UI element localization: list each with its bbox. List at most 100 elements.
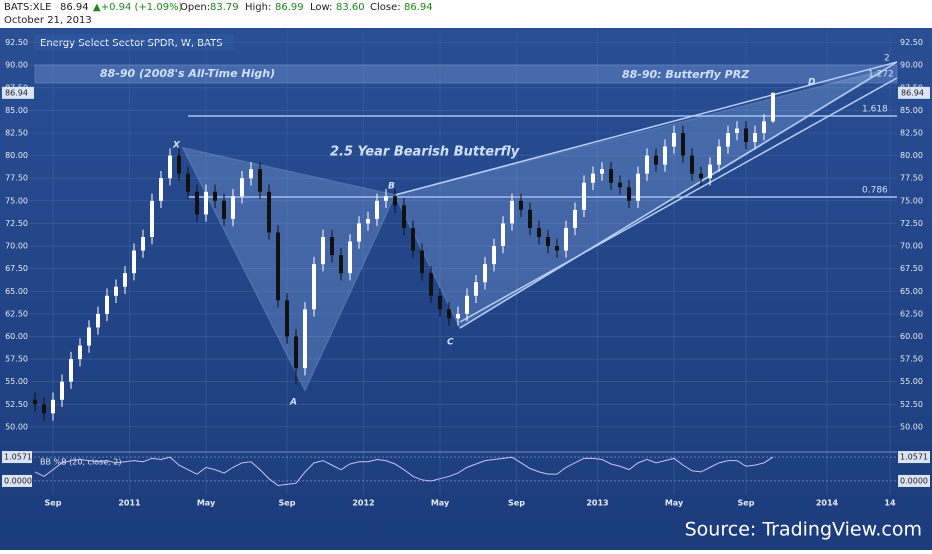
candle-body (573, 209, 577, 228)
source: Source: TradingView.com (685, 519, 922, 541)
candle-body (393, 196, 397, 206)
x-tick-label: Sep (738, 499, 755, 508)
y-tick-label: 67.50 (900, 264, 923, 273)
candles (33, 92, 775, 421)
low: 83.60 (336, 2, 365, 13)
y-tick-label: 55.00 (5, 377, 28, 386)
y-tick-label: 70.00 (5, 242, 28, 251)
pattern-title: 2.5 Year Bearish Butterfly (330, 145, 520, 160)
candle-body (636, 173, 640, 201)
wedge-line (459, 61, 898, 329)
indicator-line (34, 456, 774, 486)
y-tick-label: 67.50 (5, 264, 28, 273)
candle-body (204, 191, 208, 215)
candle-body (276, 232, 280, 301)
candle-body (105, 295, 109, 314)
y-tick-label: 85.00 (900, 106, 923, 115)
open: 83.79 (210, 2, 239, 13)
candle-body (762, 121, 766, 133)
fib-label: 0.786 (862, 186, 888, 196)
y-tick-label: 65.00 (5, 287, 28, 296)
close: 86.94 (404, 2, 433, 13)
candle-body (132, 250, 136, 274)
y-tick-label: 90.00 (5, 61, 28, 70)
candle-body (159, 178, 163, 201)
candle-body (366, 218, 370, 224)
candle-body (87, 327, 91, 346)
price-label: 86.94 (5, 88, 28, 97)
candle-body (330, 237, 334, 256)
ath-label: 88-90 (2008's All-Time High) (100, 67, 275, 80)
candle-body (375, 200, 379, 219)
point-label: D (808, 78, 816, 88)
xab-triangle (181, 146, 397, 392)
candle-body (78, 345, 82, 360)
candle-body (348, 241, 352, 274)
candle-body (150, 200, 154, 237)
candle-body (618, 182, 622, 188)
prz-band (34, 64, 898, 84)
candle-body (339, 255, 343, 274)
candle-body (609, 169, 613, 183)
y-tick-label: 82.50 (5, 129, 28, 138)
y-tick-label: 72.50 (5, 219, 28, 228)
y-tick-label: 62.50 (900, 309, 923, 318)
symbol: BATS:XLE (4, 2, 52, 13)
y-tick-label: 60.00 (900, 332, 923, 341)
candle-body (168, 155, 172, 179)
point-label: B (388, 182, 395, 192)
candle-body (438, 295, 442, 310)
candle-body (402, 205, 406, 228)
candle-body (510, 200, 514, 224)
candle-body (591, 173, 595, 183)
tick-box (898, 451, 930, 464)
point-label: X (172, 141, 181, 151)
fib-label: 1.618 (862, 105, 888, 115)
candle-body (186, 173, 190, 192)
candle-body (519, 200, 523, 210)
y-tick-label: 77.50 (900, 174, 923, 183)
candle-body (645, 155, 649, 174)
x-tick-label: Sep (508, 499, 525, 508)
x-tick-label: 2012 (352, 499, 374, 508)
wedge-line (394, 61, 898, 196)
candle-body (141, 237, 145, 251)
candle-body (555, 246, 559, 251)
candle-body (123, 273, 127, 287)
candle-body (537, 227, 541, 237)
price-label: 86.94 (901, 88, 924, 97)
candle-body (321, 237, 325, 265)
low-label: Low: (310, 2, 333, 13)
title-box (34, 34, 234, 50)
candle-body (96, 313, 100, 328)
candle-body (294, 336, 298, 369)
grid (30, 30, 897, 495)
y-tick-label: 82.50 (900, 129, 923, 138)
chart-title: Energy Select Sector SPDR, W, BATS (40, 38, 223, 49)
y-tick-label: 77.50 (5, 174, 28, 183)
candle-body (483, 264, 487, 283)
candle-body (564, 227, 568, 251)
x-tick-label: May (197, 499, 216, 508)
candle-body (357, 223, 361, 242)
y-tick-label: 92.50 (5, 38, 28, 47)
y-tick-label: 50.00 (900, 422, 923, 431)
x-tick-label: 14 (884, 499, 896, 508)
x-tick-label: 2013 (586, 499, 608, 508)
last: 86.94 (60, 2, 89, 13)
point-label: C (447, 338, 454, 348)
candle-body (177, 155, 181, 174)
candle-body (753, 133, 757, 143)
candle-body (303, 309, 307, 369)
tick-box (898, 474, 930, 487)
x-tick-label: May (665, 499, 684, 508)
candle-body (258, 169, 262, 192)
candle-body (51, 399, 55, 414)
y-tick-label: 62.50 (5, 309, 28, 318)
y-tick-label: 1.0571 (900, 453, 928, 462)
y-tick-label: 85.00 (5, 106, 28, 115)
candle-body (654, 155, 658, 165)
candle-body (231, 196, 235, 219)
price-box (898, 86, 930, 99)
candle-body (384, 196, 388, 201)
